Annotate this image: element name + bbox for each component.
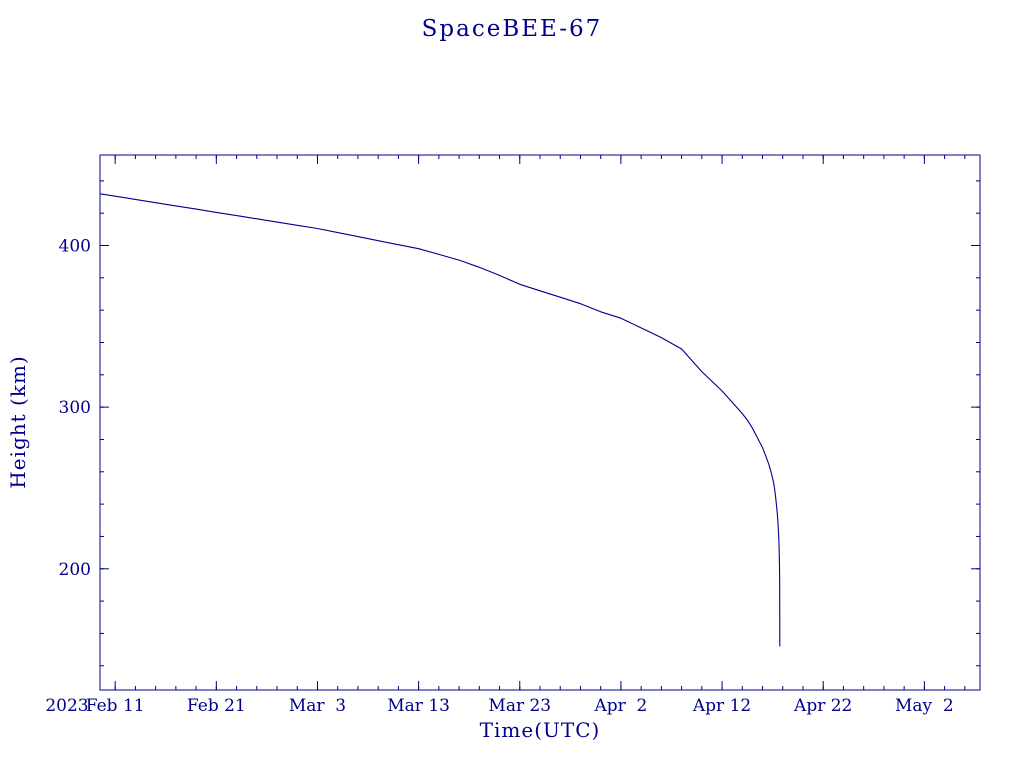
x-tick-label: Mar 3 [289, 696, 346, 716]
x-tick-label: Feb 11 [86, 696, 145, 716]
chart-title: SpaceBEE-67 [421, 16, 603, 42]
decay-curve [99, 193, 781, 647]
axis-box [99, 154, 981, 691]
x-tick-label: Feb 21 [187, 696, 246, 716]
x-tick-label: Apr 22 [793, 696, 852, 716]
x-axis-year-label: 2023 [45, 696, 88, 716]
y-tick-label: 400 [59, 237, 91, 257]
x-tick-label: Apr 12 [692, 696, 751, 716]
x-axis-label: Time(UTC) [479, 718, 601, 742]
x-tick-label: Apr 2 [593, 696, 647, 716]
y-tick-label: 200 [59, 560, 91, 580]
x-tick-label: Mar 13 [387, 696, 450, 716]
x-tick-label: Mar 23 [488, 696, 551, 716]
x-tick-label: May 2 [895, 696, 954, 716]
y-tick-label: 300 [59, 398, 91, 418]
